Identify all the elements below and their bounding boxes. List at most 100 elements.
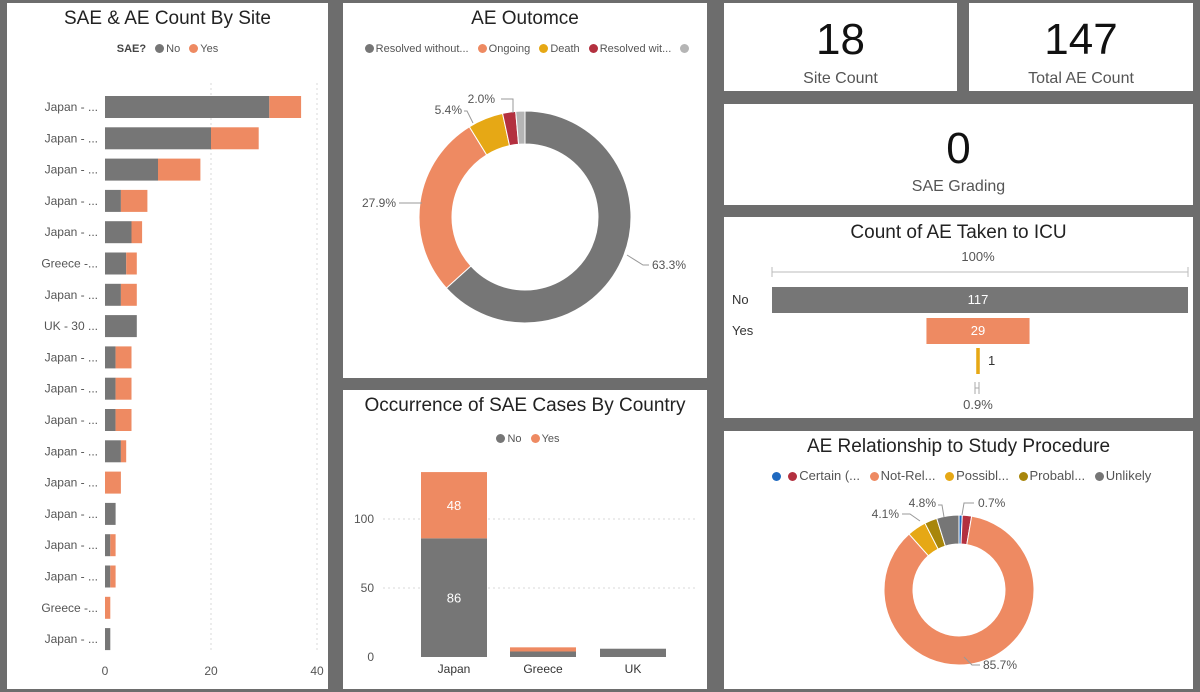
bar-yes <box>510 647 576 652</box>
bar-no <box>105 565 111 588</box>
bar-no <box>105 221 132 244</box>
y-tick-label: 0 <box>367 650 374 664</box>
bar-yes <box>115 409 132 431</box>
category-label: Japan - ... <box>45 413 98 427</box>
funnel-value-label: 1 <box>988 353 995 368</box>
bar-yes <box>105 596 111 619</box>
total-ae-card[interactable]: 147 Total AE Count <box>969 3 1193 91</box>
category-label: Japan <box>438 662 471 676</box>
outcome-donut-chart[interactable]: 63.3% 27.9% 5.4% 2.0% <box>343 3 707 378</box>
legend-yes-label: Yes <box>541 433 560 445</box>
funnel-row-label: Yes <box>732 323 754 338</box>
x-tick-label: 20 <box>204 664 218 678</box>
funnel-bar <box>976 348 980 374</box>
x-tick-label: 0 <box>102 664 109 678</box>
site-count-label: Site Count <box>803 70 878 87</box>
legend-no-swatch <box>155 44 165 53</box>
category-label: Japan - ... <box>45 288 98 302</box>
legend-swatch <box>539 44 549 53</box>
country-bar-chart[interactable]: 0 50 100 Japan Greece UK 86 48 <box>343 390 707 689</box>
icu-chart-title: Count of AE Taken to ICU <box>850 222 1067 243</box>
country-chart-card[interactable]: Occurrence of SAE Cases By Country No Ye… <box>343 390 707 689</box>
legend-swatch <box>869 472 879 481</box>
relationship-chart-title: AE Relationship to Study Procedure <box>806 436 1111 457</box>
funnel-bar <box>772 287 1188 313</box>
data-label: 48 <box>447 498 461 513</box>
slice-resolved-without <box>445 110 632 324</box>
slice-other <box>515 110 526 145</box>
sae-grading-card[interactable]: 0 SAE Grading <box>724 104 1193 205</box>
legend-swatch <box>364 44 374 53</box>
bar-no <box>105 96 270 118</box>
leader-line <box>938 504 945 518</box>
sae-grading-value: 0 <box>946 124 971 173</box>
bar-yes <box>269 96 302 118</box>
bar-yes <box>131 221 143 244</box>
category-label: Japan - ... <box>45 100 98 114</box>
category-label: Japan - ... <box>45 538 98 552</box>
category-label: Japan - ... <box>45 632 98 646</box>
slice-label: 4.1% <box>872 507 900 521</box>
outcome-chart-title: AE Outomce <box>471 8 579 29</box>
icu-chart-card[interactable]: Count of AE Taken to ICU 100% No Yes 117 29 1… <box>724 217 1193 418</box>
leader-line <box>501 98 514 113</box>
icu-funnel-chart[interactable]: 100% No Yes 117 291 0.9% <box>724 217 1193 418</box>
category-label: Greece -... <box>41 601 98 615</box>
legend-swatch <box>588 44 598 53</box>
legend-label: Certain (... <box>799 468 860 483</box>
legend-title: SAE? <box>116 43 147 55</box>
outcome-chart-card[interactable]: AE Outomce Resolved without... Ongoing D… <box>343 3 707 378</box>
relationship-legend[interactable]: Certain (... Not-Rel... Possibl... Proba… <box>724 468 1193 483</box>
data-label: 86 <box>447 591 461 606</box>
leader-line <box>626 254 649 266</box>
slice-ongoing <box>418 126 488 289</box>
y-tick-label: 100 <box>354 512 374 526</box>
slice-not-related <box>883 515 1035 666</box>
legend-swatch <box>945 472 955 481</box>
bar-yes <box>110 534 116 557</box>
category-label: Japan - ... <box>45 444 98 458</box>
country-legend[interactable]: No Yes <box>343 433 707 445</box>
bar-yes <box>158 158 201 181</box>
legend-yes-swatch <box>189 44 199 53</box>
funnel-value-label: 117 <box>968 292 989 307</box>
leader-line <box>902 513 921 522</box>
bar-no <box>600 648 666 657</box>
site-chart-legend[interactable]: SAE? No Yes <box>7 43 328 55</box>
category-label: Japan - ... <box>45 131 98 145</box>
category-label: UK <box>625 662 642 676</box>
bar-yes <box>126 252 137 275</box>
funnel-bottom-label: 0.9% <box>963 397 993 412</box>
category-label: Japan - ... <box>45 225 98 239</box>
bar-yes <box>120 283 137 306</box>
legend-swatch <box>477 44 487 53</box>
slice-label: 5.4% <box>435 103 463 117</box>
bar-yes <box>105 471 121 494</box>
bar-no <box>105 346 116 369</box>
category-label: Japan - ... <box>45 570 98 584</box>
country-chart-title: Occurrence of SAE Cases By Country <box>364 395 686 416</box>
site-chart-title: SAE & AE Count By Site <box>64 8 271 29</box>
slice-label: 2.0% <box>468 92 496 106</box>
leader-line <box>464 110 474 124</box>
leader-line <box>963 656 980 666</box>
relationship-chart-card[interactable]: AE Relationship to Study Procedure Certa… <box>724 431 1193 689</box>
outcome-legend[interactable]: Resolved without... Ongoing Death Resolv… <box>343 43 707 55</box>
legend-swatch <box>1094 472 1104 481</box>
bar-no <box>105 315 137 338</box>
site-count-card[interactable]: 18 Site Count <box>724 3 957 91</box>
category-label: Japan - ... <box>45 382 98 396</box>
site-bar-chart[interactable]: Japan - ... Japan - ... Japan - ... Japan -… <box>7 3 328 689</box>
legend-label: Possibl... <box>956 468 1009 483</box>
funnel-bar <box>926 318 1030 344</box>
bar-no <box>105 283 121 306</box>
bar-no <box>105 127 211 150</box>
bar-no <box>105 440 121 463</box>
site-chart-card[interactable]: SAE & AE Count By Site SAE? No Yes Japan… <box>7 3 328 689</box>
funnel-value-label: 29 <box>971 323 985 338</box>
category-label: Japan - ... <box>45 507 98 521</box>
bar-no <box>105 534 111 557</box>
bar-no <box>510 651 576 657</box>
bar-yes <box>421 472 487 539</box>
relationship-donut-chart[interactable]: 85.7% 4.1% 4.8% 0.7% <box>724 431 1193 689</box>
